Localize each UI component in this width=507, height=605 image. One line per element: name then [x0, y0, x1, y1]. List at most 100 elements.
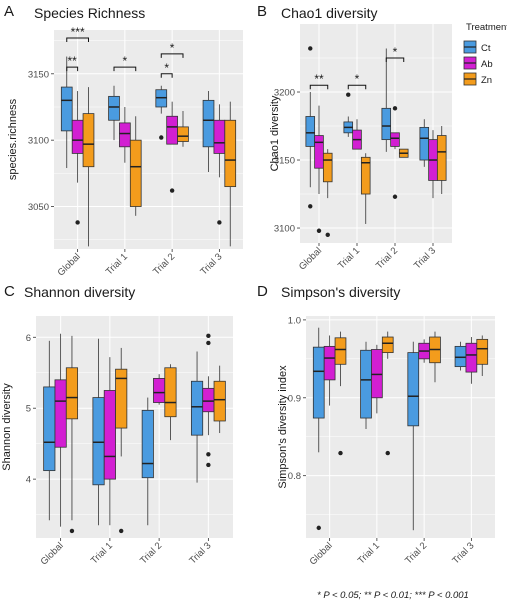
- x-tick-label: Global: [39, 540, 66, 567]
- bracket-line: [309, 84, 329, 90]
- box-trial-3-ab: [202, 333, 215, 468]
- x-tick-label: Trial 2: [138, 540, 164, 566]
- box-body: [454, 345, 467, 368]
- box-trial-3-zn: [476, 335, 489, 376]
- x-tick-label: Global: [297, 245, 324, 272]
- outlier-point: [392, 106, 398, 111]
- panel-letter: B: [257, 3, 267, 20]
- y-tick-label: 3200: [274, 88, 295, 99]
- box-body: [54, 379, 67, 448]
- outlier-point: [308, 204, 313, 209]
- outlier-point: [316, 525, 321, 531]
- box-body: [305, 116, 316, 147]
- bracket-line: [160, 53, 184, 58]
- box-global-ct: [60, 56, 73, 169]
- outlier-point: [338, 450, 343, 456]
- x-tick-label: Trial 1: [89, 540, 115, 566]
- box-body: [381, 107, 392, 141]
- box-trial-3-ct: [454, 341, 467, 371]
- box-trial-3-zn: [224, 101, 237, 247]
- y-tick-label: 3100: [274, 224, 295, 235]
- plot-background: [300, 24, 452, 243]
- y-tick-label: 0.9: [288, 393, 301, 404]
- y-axis-label: Shannon diversity: [1, 383, 13, 471]
- bracket-line: [385, 57, 405, 63]
- panel-d-simpsons-diversity: D Simpson's diversity 0.8 0.9 1.0 Global Trial…: [257, 283, 495, 568]
- legend-item-zn: Zn: [463, 72, 492, 86]
- x-tick-label: Trial 3: [450, 540, 476, 566]
- box-trial-2-zn: [164, 364, 177, 441]
- box-trial-1-ab: [119, 106, 131, 163]
- box-trial-2-ab: [153, 374, 166, 405]
- box-trial-1-ct: [360, 341, 372, 429]
- bracket-line: [66, 37, 89, 42]
- significance-label: *: [164, 61, 169, 75]
- box-body: [360, 156, 371, 195]
- x-tick-label: Global: [56, 251, 83, 278]
- box-body: [213, 119, 226, 154]
- box-body: [371, 349, 383, 399]
- box-trial-2-zn: [177, 110, 189, 147]
- box-global-zn: [334, 331, 347, 456]
- box-body: [115, 368, 128, 429]
- box-trial-1-zn: [129, 116, 142, 216]
- outlier-point: [75, 220, 80, 225]
- box-body: [323, 345, 336, 381]
- box-global-zn: [322, 149, 333, 238]
- box-body: [202, 99, 215, 148]
- outlier-point: [206, 333, 211, 339]
- bracket-line: [160, 73, 173, 78]
- box-trial-1-ct: [108, 85, 120, 141]
- bracket-line: [66, 66, 79, 72]
- box-global-zn: [82, 87, 95, 247]
- box-global-zn: [65, 335, 79, 534]
- box-body: [407, 352, 420, 427]
- outlier-point: [119, 528, 124, 534]
- box-global-ab: [314, 105, 324, 233]
- panel-c-shannon-diversity: C Shannon diversity 4 5 6 Global Trial 1 Trial …: [1, 283, 233, 568]
- box-body: [465, 342, 478, 373]
- box-body: [190, 380, 204, 436]
- legend-label: Ab: [481, 59, 493, 70]
- x-tick-label: Trial 2: [374, 245, 400, 271]
- x-tick-label: Trial 2: [403, 540, 429, 566]
- outlier-point: [392, 194, 398, 199]
- box-global-ct: [312, 327, 325, 531]
- box-body: [312, 346, 325, 419]
- box-trial-1-zn: [115, 347, 128, 534]
- legend-label: Zn: [481, 75, 492, 86]
- outlier-point: [206, 340, 211, 346]
- box-body: [419, 126, 430, 161]
- box-body: [164, 367, 177, 418]
- outlier-point: [159, 135, 164, 140]
- box-body: [141, 409, 154, 479]
- significance-footnote: * P < 0.05; ** P < 0.01; *** P < 0.001: [317, 590, 469, 601]
- outlier-point: [385, 450, 390, 456]
- panel-title: Shannon diversity: [24, 284, 135, 300]
- box-trial-1-ab: [371, 344, 383, 414]
- significance-bracket: **: [309, 72, 329, 90]
- significance-bracket: *: [160, 41, 184, 58]
- box-trial-2-ab: [166, 101, 178, 193]
- outlier-point: [169, 188, 175, 193]
- y-tick-label: 3150: [274, 156, 295, 167]
- significance-label: **: [314, 72, 324, 86]
- y-tick-label: 3050: [28, 202, 49, 213]
- outlier-point: [206, 462, 211, 468]
- x-tick-label: Global: [308, 540, 335, 567]
- bracket-line: [347, 84, 367, 90]
- significance-label: *: [355, 72, 360, 86]
- box-body: [436, 135, 447, 181]
- box-body: [82, 113, 95, 168]
- box-body: [322, 152, 333, 183]
- bracket-line: [113, 66, 137, 72]
- y-tick-label: 6: [26, 333, 31, 344]
- x-tick-label: Trial 3: [412, 245, 438, 271]
- outlier-point: [206, 452, 211, 457]
- box-trial-1-ab: [103, 357, 116, 526]
- box-body: [177, 126, 189, 142]
- x-tick-label: Trial 3: [198, 251, 224, 277]
- box-body: [360, 349, 372, 419]
- box-trial-2-ct: [141, 397, 154, 526]
